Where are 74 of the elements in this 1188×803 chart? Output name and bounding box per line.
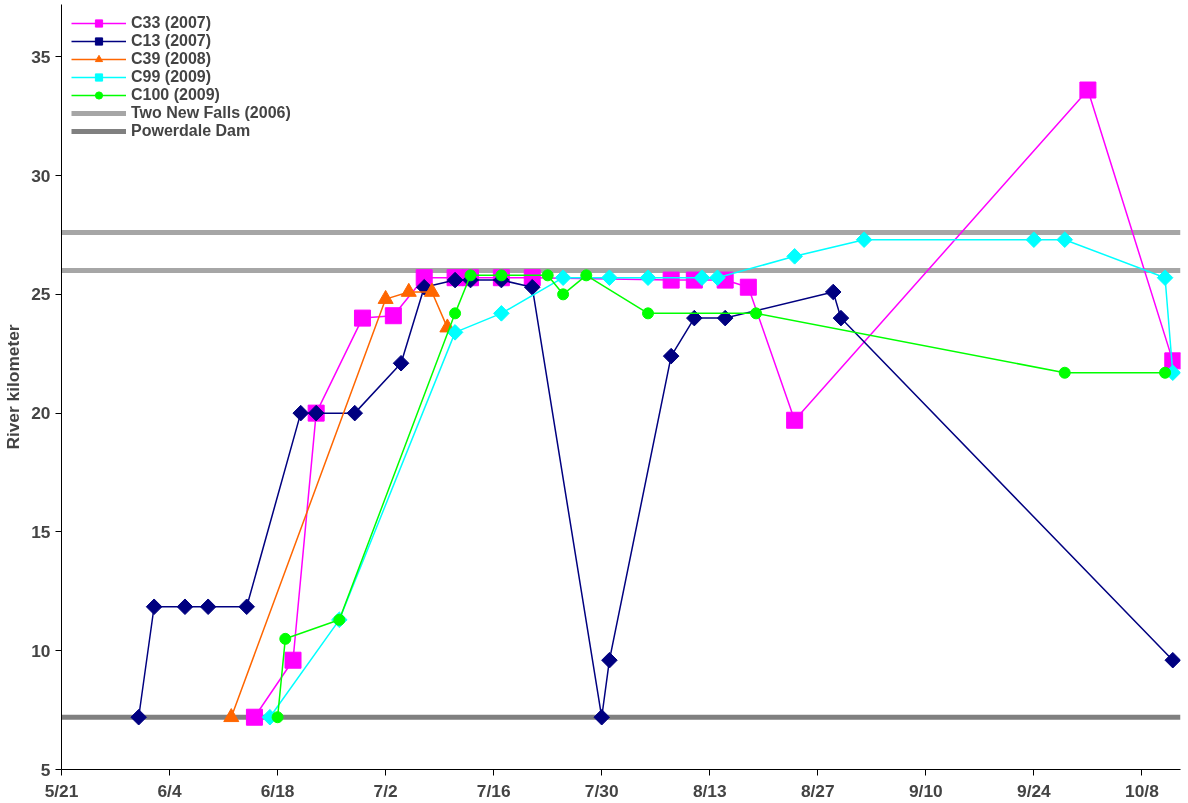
point [1164, 651, 1181, 669]
point [832, 309, 850, 327]
point [284, 651, 302, 669]
point [693, 269, 711, 286]
point [1159, 366, 1172, 379]
point [593, 708, 610, 726]
y-tick-label: 15 [31, 521, 51, 542]
point [686, 309, 703, 327]
point [384, 307, 402, 325]
y-tick-label: 25 [31, 284, 51, 305]
point [493, 305, 510, 322]
point [750, 307, 763, 320]
y-tick-label: 10 [31, 640, 51, 661]
point [716, 309, 734, 327]
point [449, 307, 462, 320]
x-tick-label: 6/4 [157, 780, 182, 801]
point [130, 708, 147, 726]
point [786, 411, 804, 429]
y-tick-label: 5 [40, 759, 51, 780]
x-tick-label: 9/24 [1017, 780, 1052, 801]
point [855, 231, 873, 248]
point [145, 598, 163, 616]
point [642, 307, 655, 320]
point [739, 278, 757, 296]
y-tick-label: 20 [31, 403, 51, 424]
point [1056, 231, 1074, 248]
point [554, 269, 572, 286]
point [523, 278, 541, 296]
legend-label: Powerdale Dam [131, 122, 251, 140]
point [1156, 269, 1174, 286]
point [199, 598, 217, 616]
point [238, 598, 255, 616]
legend-label: C39 (2008) [131, 50, 212, 68]
point [279, 632, 292, 645]
point [601, 651, 618, 669]
point [223, 708, 240, 723]
point [392, 354, 410, 372]
x-tick-label: 9/10 [908, 780, 943, 801]
legend-label: C33 (2007) [131, 14, 212, 32]
point [601, 269, 618, 286]
point [580, 269, 593, 282]
legend-label: Two New Falls (2006) [131, 104, 291, 122]
x-tick-label: 5/21 [44, 780, 79, 801]
legend-label: C13 (2007) [131, 32, 212, 50]
x-tick-label: 10/8 [1125, 780, 1160, 801]
point [541, 269, 554, 282]
point [662, 271, 680, 289]
x-tick-label: 7/30 [584, 780, 619, 801]
point [824, 283, 842, 301]
point [557, 288, 570, 301]
point [662, 347, 680, 365]
point [709, 269, 726, 286]
point [271, 711, 284, 724]
point [353, 309, 371, 327]
y-tick-label: 30 [31, 165, 51, 186]
x-tick-label: 6/18 [260, 780, 295, 801]
x-tick-label: 8/27 [800, 780, 835, 801]
point [346, 404, 364, 422]
legend-label: C99 (2009) [131, 68, 212, 86]
point [639, 269, 657, 286]
y-tick-label: 35 [31, 46, 51, 67]
y-axis-title: River kilometer [3, 324, 24, 450]
point [245, 708, 263, 726]
point [292, 404, 310, 422]
x-tick-label: 7/16 [476, 780, 511, 801]
legend-label: C100 (2009) [131, 86, 220, 104]
point [176, 598, 194, 616]
point [786, 248, 803, 265]
point [446, 324, 464, 341]
point [1058, 366, 1071, 379]
point [1025, 231, 1043, 248]
x-tick-label: 7/2 [373, 780, 398, 801]
x-tick-label: 8/13 [692, 780, 727, 801]
point [1079, 81, 1097, 99]
